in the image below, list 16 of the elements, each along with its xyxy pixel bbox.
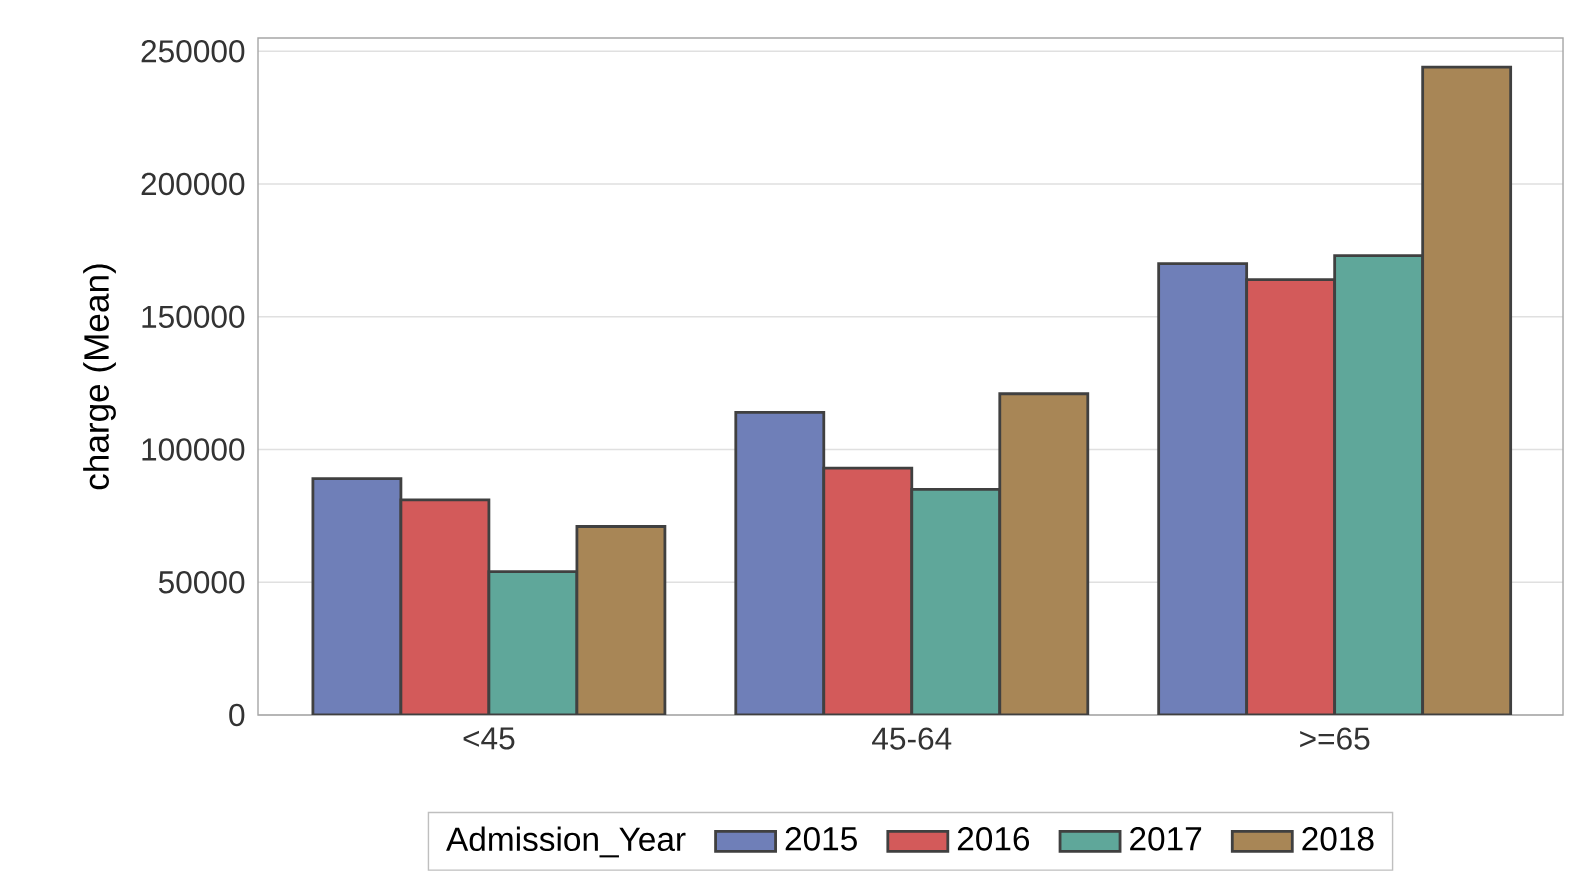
y-tick-label: 100000 bbox=[142, 438, 245, 461]
legend-label: 2017 bbox=[1130, 827, 1202, 851]
x-tick-label: >=65 bbox=[1300, 727, 1370, 750]
y-tick-label: 200000 bbox=[141, 172, 245, 196]
x-tick-label: <45 bbox=[463, 727, 515, 750]
y-tick-label: 0 bbox=[229, 703, 245, 727]
bar bbox=[575, 525, 667, 715]
y-axis-title: charge (Mean) bbox=[83, 264, 116, 490]
y-tick-label: 250000 bbox=[141, 40, 245, 63]
x-tick-label: 45-64 bbox=[872, 727, 952, 750]
legend-title: Admission_Year bbox=[446, 826, 686, 858]
legend-label: 2015 bbox=[785, 827, 857, 851]
y-tick-label: 150000 bbox=[142, 305, 245, 328]
y-tick-label: 50000 bbox=[158, 571, 245, 594]
legend-label: 2016 bbox=[957, 827, 1030, 851]
legend-label: 2018 bbox=[1302, 827, 1374, 851]
